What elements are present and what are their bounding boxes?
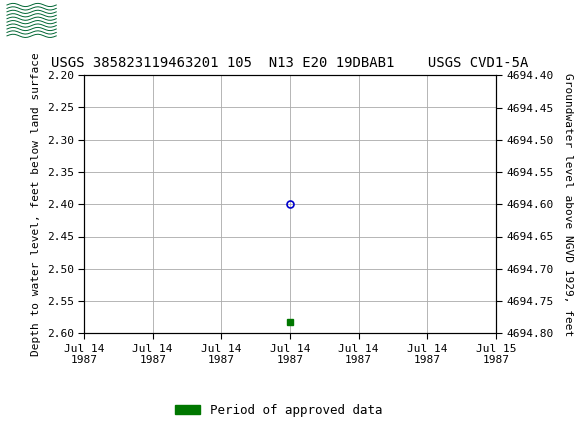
Title: USGS 385823119463201 105  N13 E20 19DBAB1    USGS CVD1-5A: USGS 385823119463201 105 N13 E20 19DBAB1… — [51, 56, 529, 70]
Y-axis label: Groundwater level above NGVD 1929, feet: Groundwater level above NGVD 1929, feet — [563, 73, 573, 336]
Legend: Period of approved data: Period of approved data — [169, 399, 387, 421]
Text: USGS: USGS — [67, 6, 152, 34]
Bar — [7, 3, 56, 37]
Y-axis label: Depth to water level, feet below land surface: Depth to water level, feet below land su… — [31, 52, 41, 356]
